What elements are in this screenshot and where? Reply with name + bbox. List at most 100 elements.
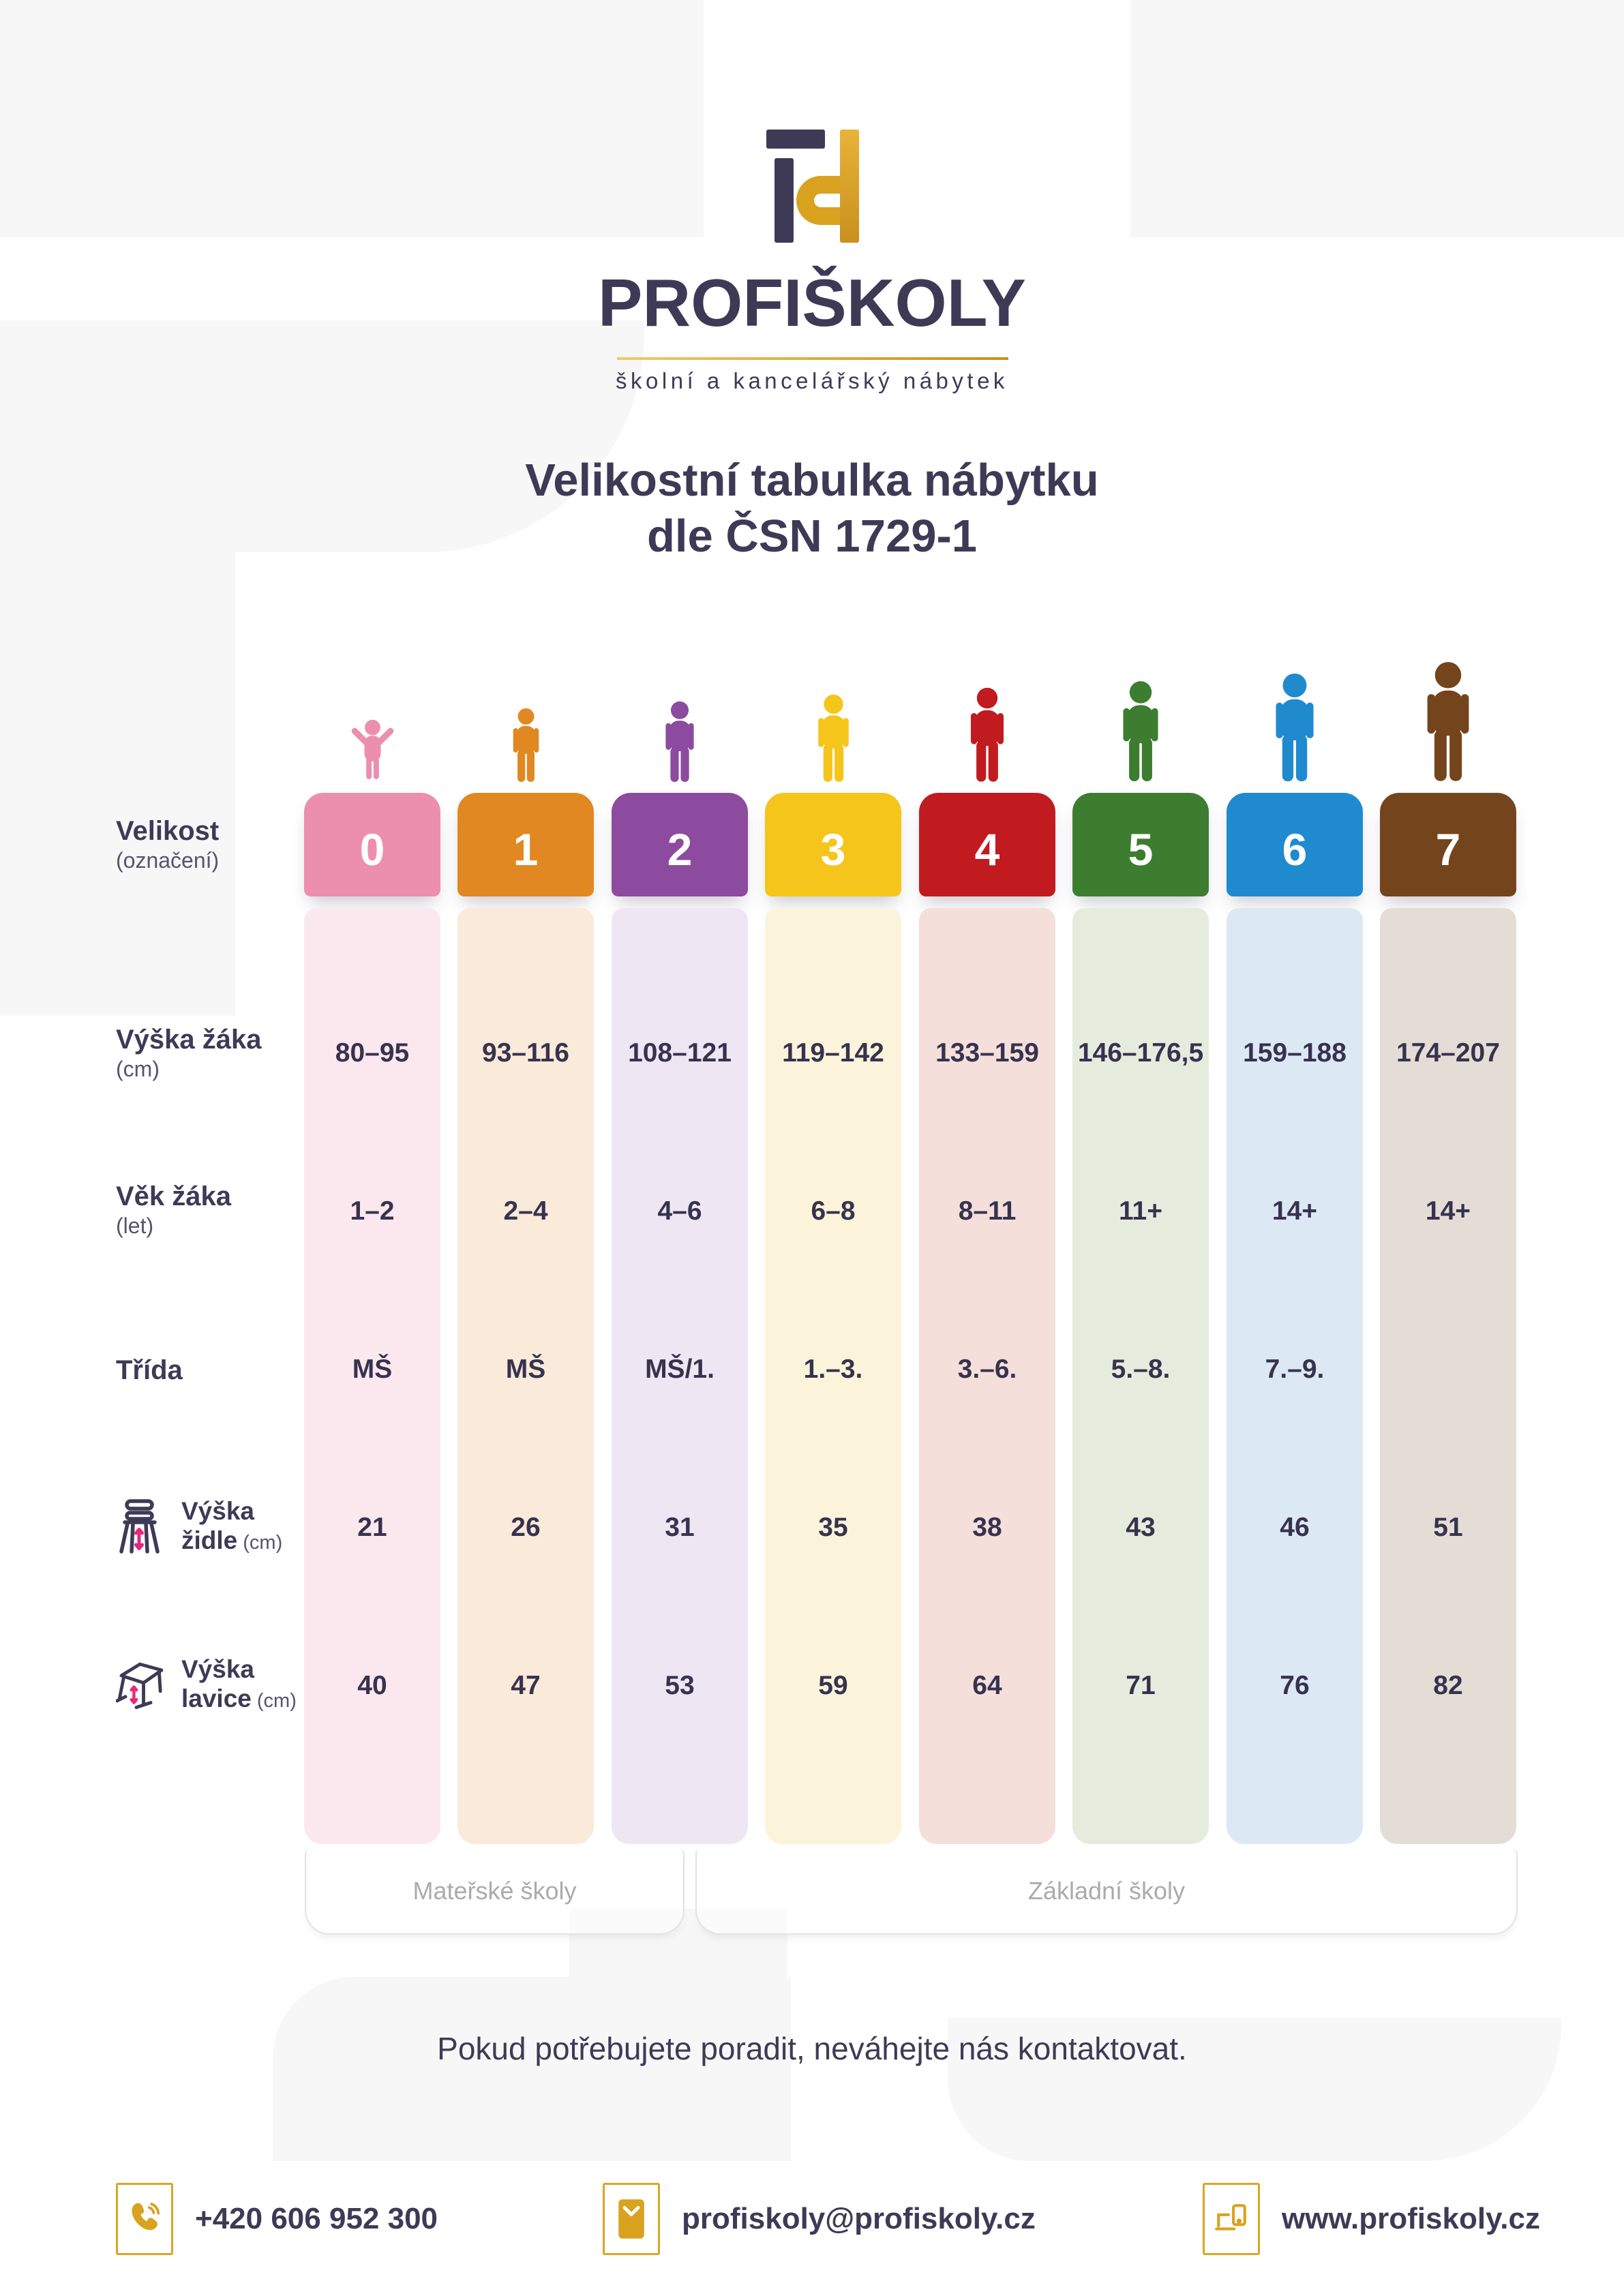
row-label-unit: (let) <box>116 1213 154 1238</box>
cell-vyska-zidle-size-0: 21 <box>357 1513 387 1542</box>
row-label-vek-zaka: Věk žáka (let) <box>116 1181 231 1239</box>
row-label-text: Výška <box>181 1655 254 1683</box>
watermark-shape <box>1130 0 1624 237</box>
logo-gold-bowl <box>796 176 840 225</box>
size-number: 0 <box>359 824 385 875</box>
row-label-text: židle (cm) <box>181 1526 283 1554</box>
cell-vyska-lavice-size-1: 47 <box>511 1671 541 1700</box>
cell-vyska-zidle-size-7: 51 <box>1433 1513 1463 1542</box>
toddler-figure-icon-size-0 <box>348 719 397 784</box>
cell-vek-zaka-size-6: 14+ <box>1272 1196 1318 1226</box>
cell-vyska-zaka-size-7: 174–207 <box>1396 1038 1500 1068</box>
cell-vek-zaka-size-7: 14+ <box>1425 1196 1471 1226</box>
cell-trida-size-0: MŠ <box>352 1355 393 1384</box>
watermark-shape <box>0 0 704 237</box>
contact-item-email: profiskoly@profiskoly.cz <box>603 2181 1036 2256</box>
size-column-7: 174–207 14+ 51 82 <box>1380 908 1516 1844</box>
cell-vyska-zaka-size-3: 119–142 <box>782 1038 884 1068</box>
cell-vyska-zaka-size-1: 93–116 <box>482 1038 569 1068</box>
row-label-unit: (cm) <box>116 1057 160 1081</box>
student-figure-icon-size-4 <box>964 687 1010 784</box>
student-figure-icon-size-2 <box>660 701 700 784</box>
brand-tagline: školní a kancelářský nábytek <box>616 368 1008 393</box>
cell-vek-zaka-size-5: 11+ <box>1118 1196 1162 1226</box>
group-bracket-zakladni-skoly: Základní školy <box>695 1849 1518 1935</box>
group-label: Základní školy <box>1027 1877 1186 1905</box>
cell-vyska-lavice-size-2: 53 <box>665 1671 695 1700</box>
cell-vyska-lavice-size-0: 40 <box>357 1671 387 1700</box>
student-figure-icon-size-7 <box>1419 661 1477 784</box>
size-number: 6 <box>1282 824 1308 875</box>
cell-trida-size-3: 1.–3. <box>803 1355 863 1384</box>
row-label-vyska-lavice: Výška lavice (cm) <box>116 1655 297 1716</box>
page-title-line2: dle ČSN 1729-1 <box>646 511 978 562</box>
cell-vyska-zaka-size-2: 108–121 <box>628 1038 732 1068</box>
cell-vyska-zaka-size-5: 146–176,5 <box>1077 1038 1204 1068</box>
contact-item-phone: +420 606 952 300 <box>116 2181 438 2256</box>
brand-name: PROFIŠKOLY <box>597 265 1027 340</box>
cell-vyska-lavice-size-7: 82 <box>1433 1671 1463 1700</box>
contact-text: www.profiskoly.cz <box>1282 2202 1540 2235</box>
website-icon <box>1203 2183 1260 2255</box>
row-label-vyska-zidle: Výška židle (cm) <box>116 1496 282 1558</box>
cell-trida-size-2: MŠ/1. <box>645 1355 715 1384</box>
student-figure-icon-size-3 <box>812 694 855 784</box>
student-figure-icon-size-1 <box>508 708 544 784</box>
size-header-7: 7 <box>1380 793 1516 896</box>
watermark-shape <box>273 1977 791 2161</box>
cell-trida-size-6: 7.–9. <box>1265 1355 1325 1384</box>
size-number: 7 <box>1435 824 1461 875</box>
size-header-6: 6 <box>1227 793 1363 896</box>
cell-trida-size-4: 3.–6. <box>957 1355 1017 1384</box>
row-label-velikost: Velikost (označení) <box>116 815 219 874</box>
cell-vyska-zaka-size-0: 80–95 <box>335 1038 410 1068</box>
cell-vyska-zaka-size-4: 133–159 <box>935 1038 1039 1068</box>
cell-vek-zaka-size-4: 8–11 <box>958 1196 1017 1226</box>
cell-vek-zaka-size-1: 2–4 <box>503 1196 548 1226</box>
contact-item-website: www.profiskoly.cz <box>1203 2181 1540 2256</box>
row-label-text: Výška žáka <box>116 1025 262 1055</box>
desk-height-icon <box>116 1657 166 1714</box>
row-label-unit: (cm) <box>256 1690 297 1712</box>
size-column-4: 133–159 8–11 3.–6. 38 64 <box>919 908 1055 1844</box>
size-column-3: 119–142 6–8 1.–3. 35 59 <box>765 908 901 1844</box>
size-number: 2 <box>667 824 693 875</box>
cell-vyska-zidle-size-4: 38 <box>972 1513 1002 1542</box>
size-column-1: 93–116 2–4 MŠ 26 47 <box>457 908 594 1844</box>
row-label-text: Velikost <box>116 816 220 846</box>
size-header-3: 3 <box>765 793 901 896</box>
cell-vyska-lavice-size-5: 71 <box>1126 1671 1156 1700</box>
size-header-4: 4 <box>919 793 1055 896</box>
cell-vek-zaka-size-2: 4–6 <box>657 1196 702 1226</box>
phone-icon <box>116 2183 173 2255</box>
size-column-5: 146–176,5 11+ 5.–8. 43 71 <box>1072 908 1209 1844</box>
cell-vyska-zidle-size-3: 35 <box>818 1513 848 1542</box>
size-header-1: 1 <box>457 793 594 896</box>
row-label-unit: (označení) <box>116 848 220 873</box>
row-label-text: lavice (cm) <box>181 1685 297 1712</box>
cell-vek-zaka-size-3: 6–8 <box>811 1196 856 1226</box>
logo-bar-vert <box>775 158 794 243</box>
cell-trida-size-1: MŠ <box>505 1355 546 1384</box>
size-header-5: 5 <box>1072 793 1209 896</box>
cell-vyska-zidle-size-5: 43 <box>1126 1513 1156 1542</box>
size-number: 5 <box>1128 824 1154 875</box>
page-title-line1: Velikostní tabulka nábytku <box>525 455 1099 506</box>
row-label-text: Výška <box>181 1497 254 1525</box>
watermark-shape <box>948 2018 1561 2161</box>
profiskoly-monogram-icon <box>766 128 859 243</box>
student-figure-icon-size-6 <box>1268 673 1321 784</box>
contact-note: Pokud potřebujete poradit, neváhejte nás… <box>437 2031 1187 2066</box>
group-label: Mateřské školy <box>412 1877 577 1905</box>
logo-gold-stem <box>840 130 859 243</box>
size-number: 4 <box>974 824 1000 875</box>
email-icon <box>603 2183 660 2255</box>
watermark-shape <box>0 320 235 1016</box>
size-column-6: 159–188 14+ 7.–9. 46 76 <box>1227 908 1363 1844</box>
cell-vek-zaka-size-0: 1–2 <box>350 1196 395 1226</box>
cell-vyska-lavice-size-3: 59 <box>818 1671 848 1700</box>
cell-vyska-zidle-size-1: 26 <box>511 1513 541 1542</box>
size-header-2: 2 <box>612 793 748 896</box>
size-column-0: 80–95 1–2 MŠ 21 40 <box>304 908 440 1844</box>
cell-vyska-zidle-size-6: 46 <box>1280 1513 1310 1542</box>
